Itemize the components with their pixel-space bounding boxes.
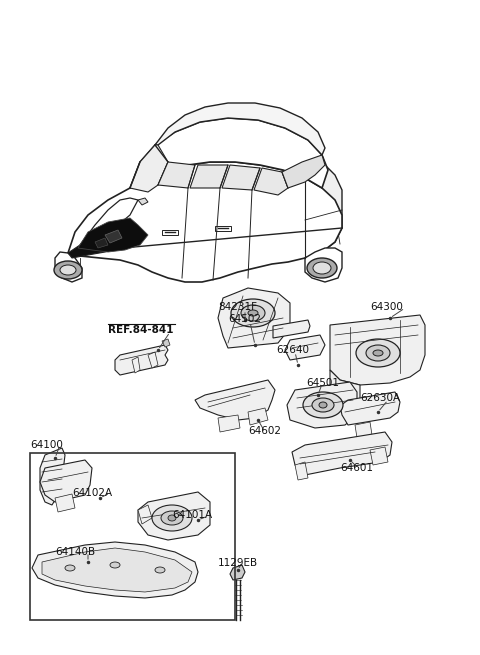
Polygon shape [218, 288, 290, 348]
Polygon shape [155, 103, 325, 155]
Text: 64140B: 64140B [55, 547, 95, 557]
Polygon shape [40, 448, 65, 505]
Polygon shape [78, 218, 148, 252]
Ellipse shape [313, 262, 331, 274]
Polygon shape [130, 118, 328, 188]
Ellipse shape [231, 299, 275, 327]
Polygon shape [138, 492, 210, 540]
Ellipse shape [241, 305, 265, 321]
Text: REF.84-841: REF.84-841 [108, 325, 173, 335]
Polygon shape [138, 198, 148, 205]
Ellipse shape [303, 392, 343, 418]
Polygon shape [340, 392, 400, 425]
Ellipse shape [307, 258, 337, 278]
Polygon shape [80, 198, 138, 245]
Ellipse shape [110, 562, 120, 568]
Polygon shape [68, 162, 342, 282]
Polygon shape [230, 565, 245, 580]
Polygon shape [285, 335, 325, 360]
Ellipse shape [155, 567, 165, 573]
Polygon shape [355, 422, 372, 438]
Polygon shape [292, 432, 392, 475]
Polygon shape [68, 225, 138, 258]
Polygon shape [287, 382, 357, 428]
Polygon shape [138, 505, 152, 524]
Polygon shape [115, 345, 168, 375]
Ellipse shape [248, 310, 258, 316]
Polygon shape [55, 494, 75, 512]
Polygon shape [305, 155, 342, 258]
Text: 62630A: 62630A [360, 393, 400, 403]
Text: 64100: 64100 [30, 440, 63, 450]
Polygon shape [132, 357, 140, 373]
Polygon shape [218, 415, 240, 432]
Ellipse shape [54, 261, 82, 279]
Bar [30, 453, 235, 620]
Text: 64101A: 64101A [172, 510, 212, 520]
Polygon shape [55, 252, 82, 282]
Polygon shape [254, 168, 288, 195]
Ellipse shape [152, 505, 192, 531]
Polygon shape [32, 542, 198, 598]
Ellipse shape [65, 565, 75, 571]
Text: 64102A: 64102A [72, 488, 112, 498]
Polygon shape [130, 145, 168, 192]
Polygon shape [295, 462, 308, 480]
Text: 62640: 62640 [276, 345, 309, 355]
Ellipse shape [319, 402, 327, 408]
Polygon shape [330, 315, 425, 385]
Text: 64501: 64501 [306, 378, 339, 388]
Polygon shape [162, 339, 170, 347]
Polygon shape [222, 165, 260, 190]
Polygon shape [248, 408, 268, 425]
Polygon shape [282, 155, 325, 188]
Polygon shape [305, 248, 342, 282]
Polygon shape [40, 460, 92, 502]
Ellipse shape [356, 339, 400, 367]
Polygon shape [158, 162, 195, 188]
Polygon shape [105, 230, 122, 243]
Text: 64300: 64300 [370, 302, 403, 312]
Polygon shape [148, 352, 158, 368]
Text: 1129EB: 1129EB [218, 558, 258, 568]
Ellipse shape [168, 515, 176, 521]
Polygon shape [273, 320, 310, 338]
Polygon shape [195, 380, 275, 420]
Ellipse shape [60, 265, 76, 275]
Polygon shape [95, 238, 108, 248]
Ellipse shape [312, 398, 334, 412]
Polygon shape [42, 548, 192, 592]
Text: 64502: 64502 [228, 314, 261, 324]
Polygon shape [190, 165, 228, 188]
Polygon shape [330, 370, 360, 400]
Ellipse shape [161, 511, 183, 525]
Ellipse shape [366, 345, 390, 361]
Text: 64602: 64602 [248, 426, 281, 436]
Ellipse shape [373, 350, 383, 356]
Text: 64601: 64601 [340, 463, 373, 473]
Polygon shape [370, 447, 388, 465]
Text: 84231F: 84231F [218, 302, 257, 312]
